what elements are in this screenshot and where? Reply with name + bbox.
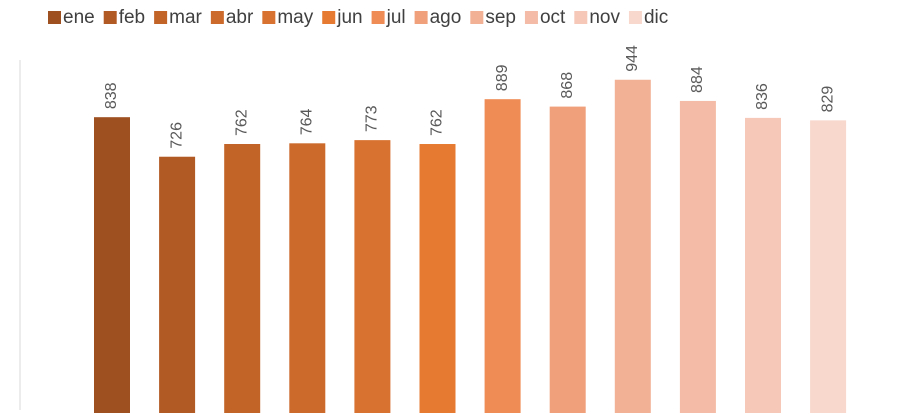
data-label: 764 [299,109,316,136]
legend-swatch [524,11,538,24]
data-label: 838 [103,82,120,109]
bar [810,120,847,413]
bar [289,143,326,414]
legend-label: mar [169,7,202,28]
legend-label: ene [63,7,95,28]
legend-label: abr [226,7,254,28]
legend-swatch [574,11,588,24]
bar [94,117,130,413]
legend-label: ago [430,7,462,28]
legend-swatch [48,11,61,24]
legend-label: jun [336,7,362,28]
data-label: 889 [494,64,511,91]
data-label: 829 [819,86,836,113]
legend-label: jul [386,7,406,28]
legend-swatch [154,11,168,24]
legend-label: may [277,7,313,28]
data-label: 836 [754,83,771,110]
legend-swatch [103,11,117,24]
bar [159,156,196,414]
bar [745,117,781,413]
data-label: 944 [624,45,641,72]
legend-swatch [470,11,484,24]
data-label: 868 [559,72,576,99]
data-label: 773 [364,105,381,132]
legend-label: sep [485,7,516,28]
legend-label: dic [644,7,668,28]
data-label: 762 [429,109,446,136]
legend-swatch [322,11,336,24]
bar [614,79,651,413]
bar [484,99,521,414]
legend-swatch [414,11,428,24]
data-label: 884 [689,66,706,93]
data-label: 762 [233,109,250,136]
data-label: 726 [168,122,185,149]
legend-swatch [371,11,385,24]
legend-label: nov [589,7,620,28]
bar [224,144,261,413]
legend-swatch [210,11,224,24]
legend-swatch [628,11,642,24]
legend-swatch [262,11,276,24]
bar [679,100,716,413]
bar [354,140,391,414]
legend-label: oct [540,7,566,28]
legend-label: feb [119,7,145,28]
bar [549,106,586,413]
bar [419,144,456,413]
